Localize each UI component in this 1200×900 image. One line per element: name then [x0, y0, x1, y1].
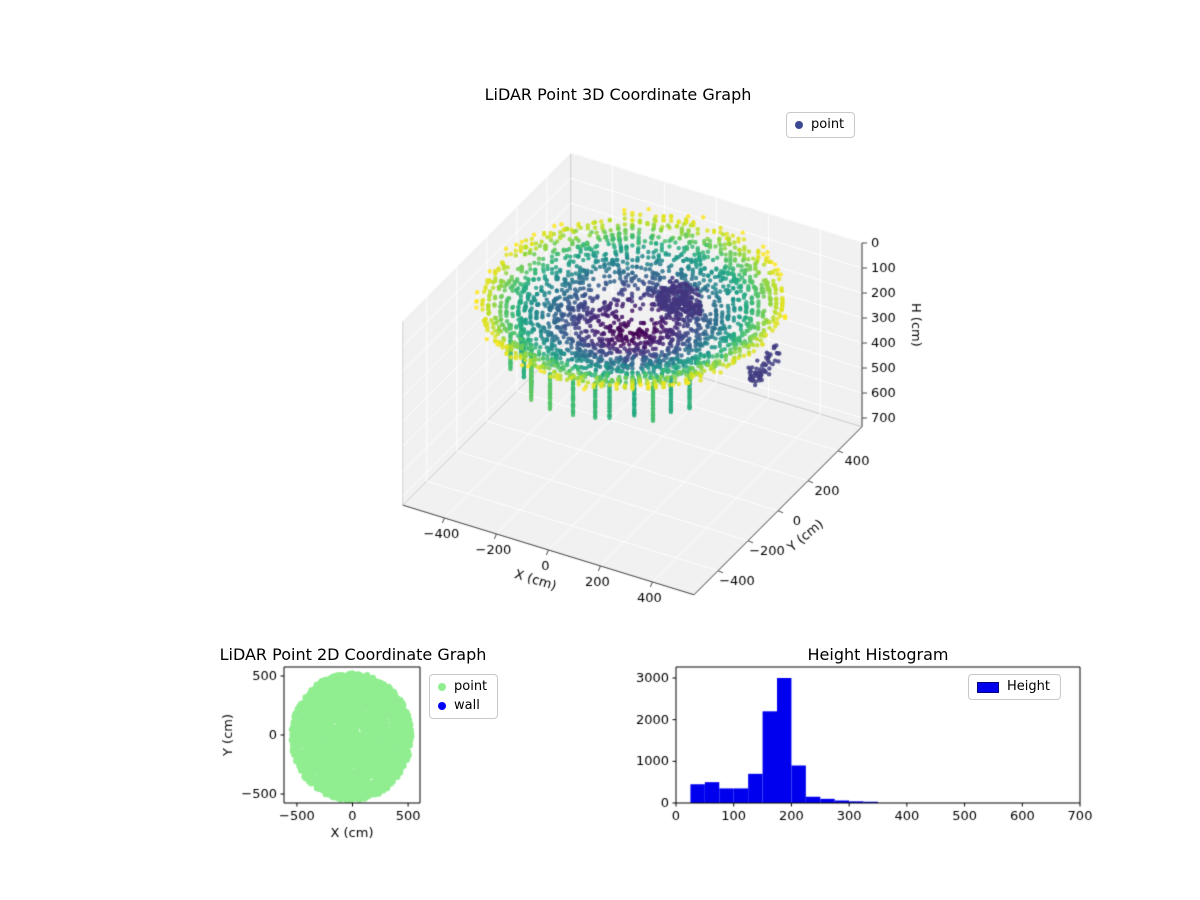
- plot2d-legend: point wall: [429, 674, 499, 719]
- legend-label: point: [811, 117, 845, 132]
- wall-marker-swatch: [438, 702, 446, 710]
- hist-title: Height Histogram: [807, 645, 949, 664]
- legend-label: wall: [454, 698, 480, 713]
- legend-item-height: Height: [977, 679, 1050, 695]
- point-marker-swatch: [438, 683, 446, 691]
- hist-legend: Height: [968, 674, 1061, 700]
- height-patch-swatch: [977, 681, 999, 693]
- plot3d-legend: point: [786, 112, 856, 138]
- legend-item-point: point: [795, 117, 844, 133]
- legend-label: point: [454, 679, 488, 694]
- legend-label: Height: [1007, 679, 1050, 694]
- plot3d-title: LiDAR Point 3D Coordinate Graph: [484, 85, 752, 104]
- plot2d-title: LiDAR Point 2D Coordinate Graph: [219, 645, 487, 664]
- point-marker-swatch: [795, 121, 803, 129]
- legend-item-point: point: [438, 679, 487, 695]
- legend-item-wall: wall: [438, 698, 487, 714]
